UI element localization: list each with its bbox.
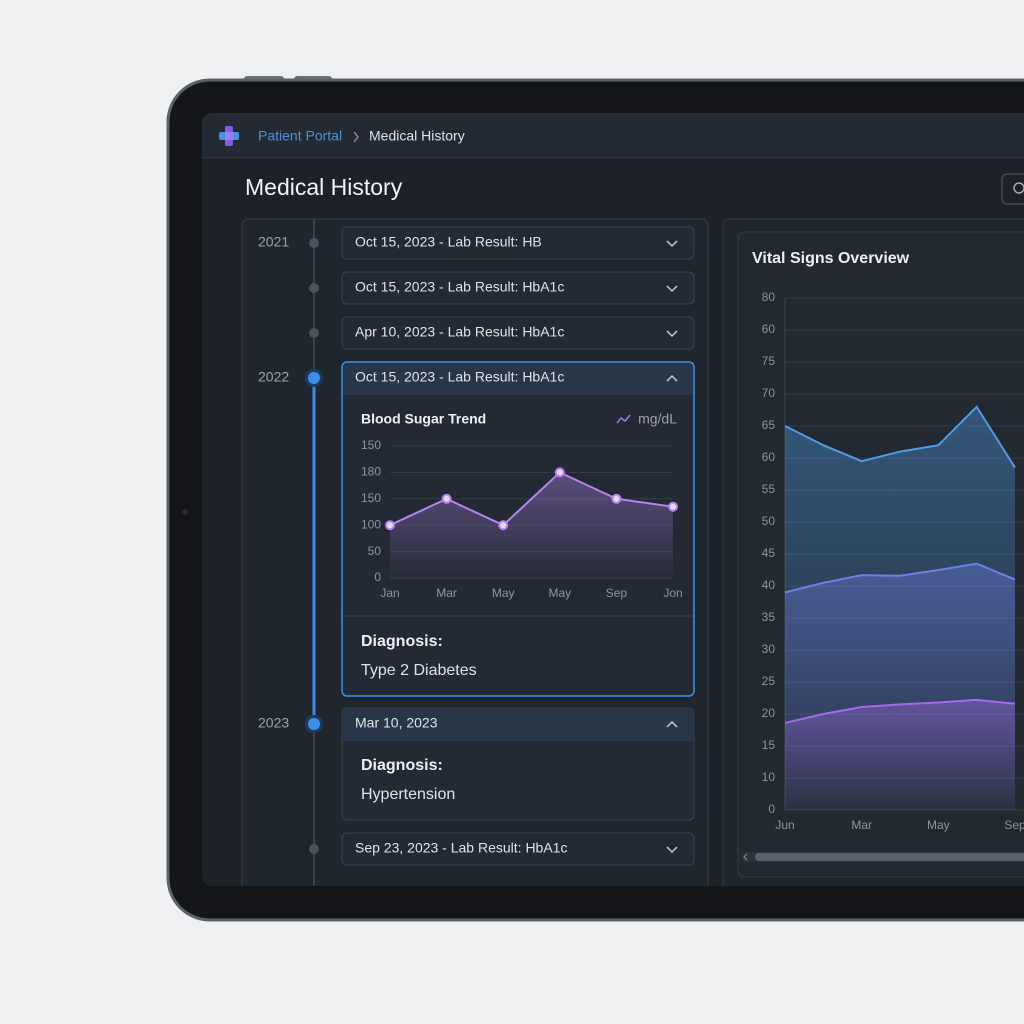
point xyxy=(668,501,678,512)
screen: Patient Portal Medical History Medical H… xyxy=(202,113,1024,886)
diagnosis-label: Diagnosis: xyxy=(361,757,443,774)
chart-title: Vital Signs Overview xyxy=(752,250,910,267)
y-tick-label: 80 xyxy=(762,290,776,304)
line xyxy=(784,698,1016,724)
chart-unit: mg/dL xyxy=(638,411,677,427)
search-button[interactable] xyxy=(1001,173,1024,205)
timeline-dot xyxy=(309,283,319,293)
y-tick-label: 45 xyxy=(762,546,776,560)
entry-header xyxy=(343,709,693,741)
point xyxy=(385,520,395,531)
entry-header xyxy=(343,363,693,395)
point xyxy=(611,493,622,504)
timeline-dot xyxy=(309,238,319,248)
timeline-year: 2023 xyxy=(258,715,289,731)
y-tick-label: 30 xyxy=(762,642,776,656)
camera xyxy=(182,509,188,515)
line xyxy=(389,471,674,527)
breadcrumb-current: Medical History xyxy=(369,128,465,144)
y-tick-label: 50 xyxy=(762,514,776,528)
diagnosis-text: Hypertension xyxy=(361,786,455,803)
y-tick-label: 10 xyxy=(762,770,776,784)
entry-card[interactable] xyxy=(341,316,695,350)
diagnosis-label: Diagnosis: xyxy=(361,633,443,650)
point xyxy=(554,467,565,478)
x-tick-label: Jun xyxy=(775,818,794,832)
scrollbar-thumb[interactable] xyxy=(755,853,1024,861)
chevron[interactable] xyxy=(666,846,678,854)
x-tick-label: Sep xyxy=(606,586,628,600)
entry-label: Apr 10, 2023 - Lab Result: HbA1c xyxy=(355,324,564,340)
chevron[interactable] xyxy=(666,240,678,248)
entry-label: Sep 23, 2023 - Lab Result: HbA1c xyxy=(355,840,567,856)
y-tick-label: 150 xyxy=(361,438,381,452)
x-tick-label: Mar xyxy=(851,818,872,832)
y-tick-label: 150 xyxy=(361,491,381,505)
timeline-year: 2021 xyxy=(258,234,289,250)
x-tick-label: May xyxy=(548,586,571,600)
diagnosis-text: Type 2 Diabetes xyxy=(361,662,477,679)
search-icon xyxy=(1013,182,1024,194)
y-tick-label: 60 xyxy=(762,450,776,464)
timeline-dot xyxy=(309,844,319,854)
breadcrumb-separator xyxy=(353,131,359,143)
chevron[interactable] xyxy=(666,374,678,382)
y-tick-label: 65 xyxy=(762,418,776,432)
entry-label: Mar 10, 2023 xyxy=(355,715,438,731)
entry-label: Oct 15, 2023 - Lab Result: HB xyxy=(355,234,542,250)
timeline-year: 2022 xyxy=(258,369,289,385)
y-tick-label: 0 xyxy=(374,570,381,584)
chart-title: Blood Sugar Trend xyxy=(361,411,486,427)
y-tick-label: 100 xyxy=(361,517,381,531)
y-tick-label: 75 xyxy=(762,354,776,368)
point xyxy=(498,520,509,531)
y-tick-label: 20 xyxy=(762,706,776,720)
entry-card[interactable] xyxy=(341,271,695,305)
line xyxy=(784,405,1016,469)
timeline-dot xyxy=(308,372,320,384)
chevron[interactable] xyxy=(666,285,678,293)
entry-card[interactable] xyxy=(341,832,695,866)
area-fill xyxy=(390,472,673,578)
x-tick-label: Mar xyxy=(436,586,457,600)
point xyxy=(441,493,452,504)
x-tick-label: May xyxy=(927,818,950,832)
y-tick-label: 50 xyxy=(368,544,382,558)
y-tick-label: 35 xyxy=(762,610,776,624)
page-title: Medical History xyxy=(245,174,403,200)
y-tick-label: 0 xyxy=(768,802,775,816)
chevron[interactable] xyxy=(666,720,678,728)
y-tick-label: 55 xyxy=(762,482,776,496)
line xyxy=(784,562,1016,594)
y-tick-label: 40 xyxy=(762,578,776,592)
area-fill xyxy=(785,699,1015,810)
y-tick-label: 15 xyxy=(762,738,776,752)
chevron[interactable] xyxy=(666,330,678,338)
x-tick-label: Jan xyxy=(380,586,399,600)
y-tick-label: 60 xyxy=(762,322,776,336)
breadcrumb-link[interactable]: Patient Portal xyxy=(258,128,342,144)
x-tick-label: Jon xyxy=(663,586,682,600)
x-tick-label: Sep xyxy=(1004,818,1024,832)
top-bar xyxy=(202,113,1024,158)
timeline-dot xyxy=(309,328,319,338)
scroll-left[interactable] xyxy=(743,853,748,861)
y-tick-label: 25 xyxy=(762,674,776,688)
y-tick-label: 70 xyxy=(762,386,776,400)
logo xyxy=(219,126,239,146)
entry-card[interactable] xyxy=(341,226,695,260)
x-tick-label: May xyxy=(492,586,515,600)
timeline-dot xyxy=(308,718,320,730)
entry-label: Oct 15, 2023 - Lab Result: HbA1c xyxy=(355,279,564,295)
entry-label: Oct 15, 2023 - Lab Result: HbA1c xyxy=(355,369,564,385)
y-tick-label: 180 xyxy=(361,465,381,479)
trend-icon xyxy=(616,414,631,424)
